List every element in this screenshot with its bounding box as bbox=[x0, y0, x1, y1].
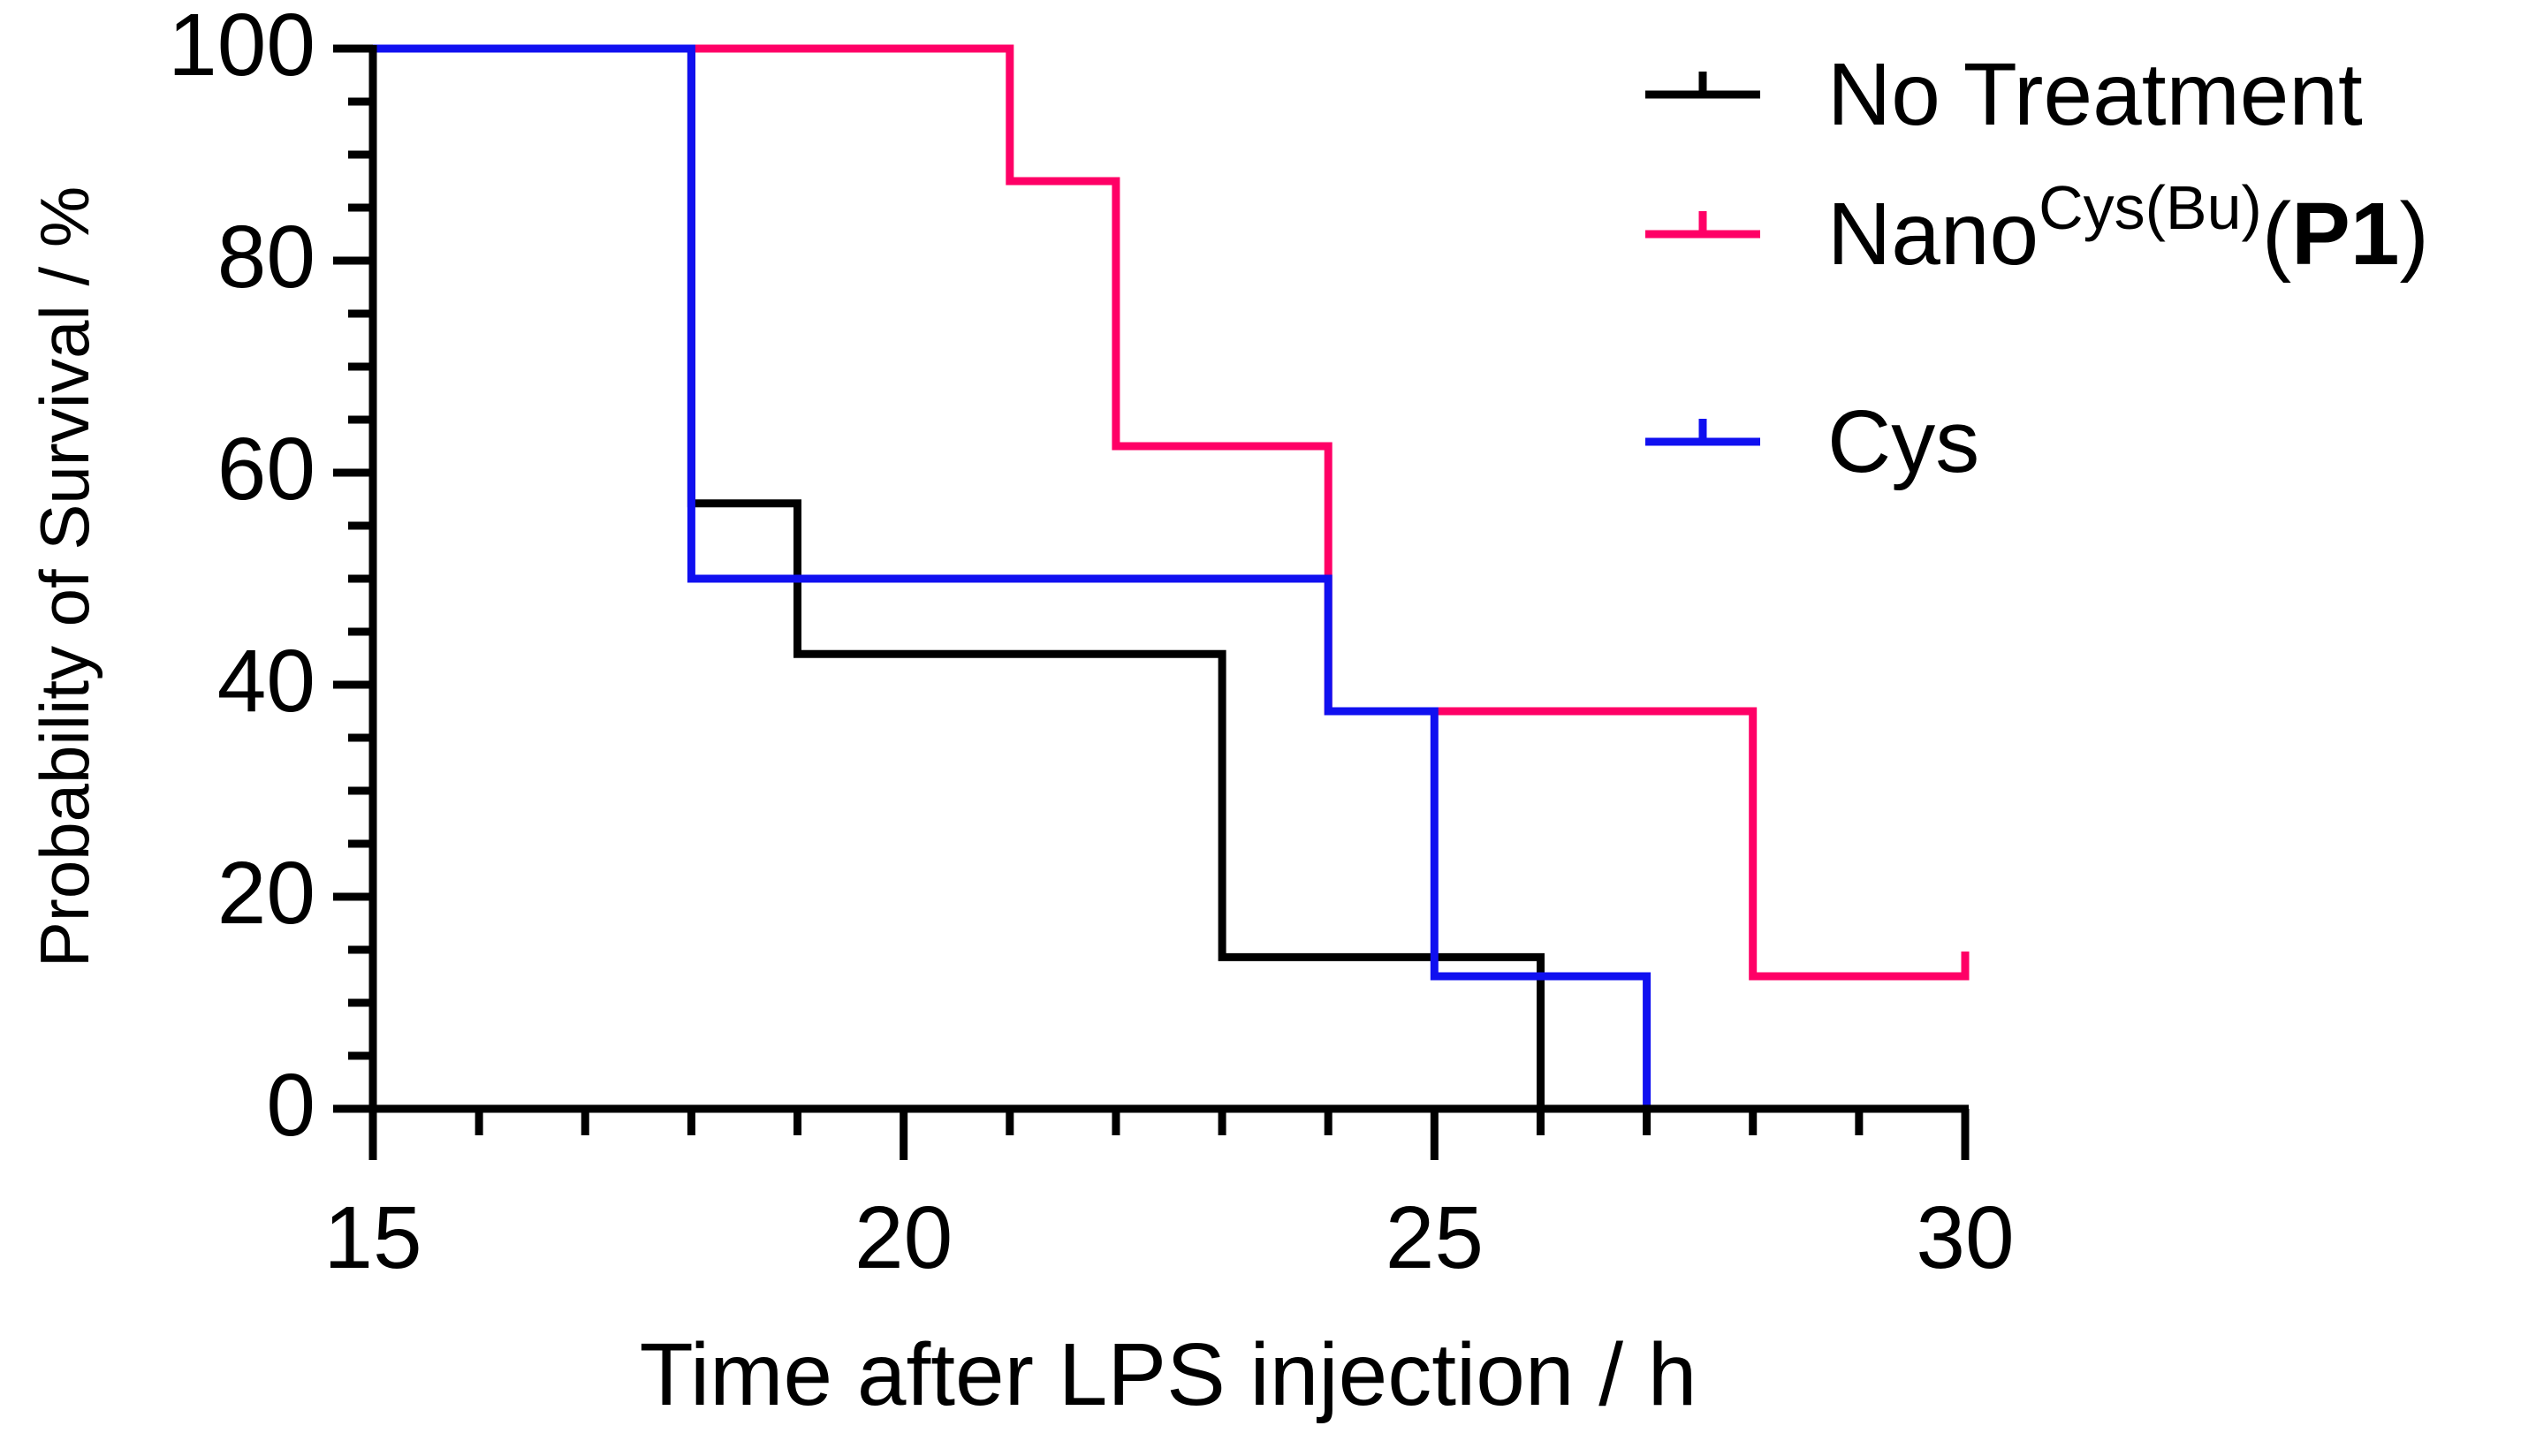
x-tick-label-20: 20 bbox=[854, 1188, 953, 1287]
x-tick-label-15: 15 bbox=[323, 1188, 421, 1287]
legend-label-part-cys-0: Cys bbox=[1827, 392, 1979, 491]
legend-label-part-nano-cys-bu-p1-0: Nano bbox=[1827, 185, 2039, 284]
legend-label-cys: Cys bbox=[1827, 392, 1979, 491]
legend-label-part-nano-cys-bu-p1-1: Cys(Bu) bbox=[2039, 173, 2262, 242]
y-axis-title: Probability of Survival / % bbox=[26, 186, 103, 967]
x-axis-title: Time after LPS injection / h bbox=[640, 1325, 1697, 1424]
legend-label-nano-cys-bu-p1: NanoCys(Bu)(P1) bbox=[1827, 173, 2429, 284]
y-tick-label-40: 40 bbox=[217, 632, 315, 731]
y-tick-label-20: 20 bbox=[217, 844, 315, 943]
y-tick-label-60: 60 bbox=[217, 420, 315, 519]
x-tick-label-25: 25 bbox=[1386, 1188, 1484, 1287]
tick-layer: 0 20 40 60 80 100 15 20 25 30 bbox=[168, 0, 2014, 1287]
y-tick-label-100: 100 bbox=[168, 0, 315, 95]
series-line-nano-cys-bu-p1 bbox=[368, 44, 1970, 981]
legend: No Treatment NanoCys(Bu)(P1) Cys bbox=[1645, 45, 2429, 491]
series-layer bbox=[368, 44, 1970, 1113]
legend-label-no-treatment: No Treatment bbox=[1827, 45, 2363, 144]
legend-label-part-no-treatment-0: No Treatment bbox=[1827, 45, 2363, 144]
legend-label-part-nano-cys-bu-p1-3: P1 bbox=[2291, 185, 2399, 284]
legend-label-part-nano-cys-bu-p1-4: ) bbox=[2400, 185, 2429, 284]
y-tick-label-0: 0 bbox=[266, 1056, 315, 1155]
series-line-cys bbox=[368, 44, 1651, 1113]
x-tick-label-30: 30 bbox=[1916, 1188, 2014, 1287]
legend-label-part-nano-cys-bu-p1-2: ( bbox=[2262, 185, 2291, 284]
y-tick-label-80: 80 bbox=[217, 208, 315, 307]
